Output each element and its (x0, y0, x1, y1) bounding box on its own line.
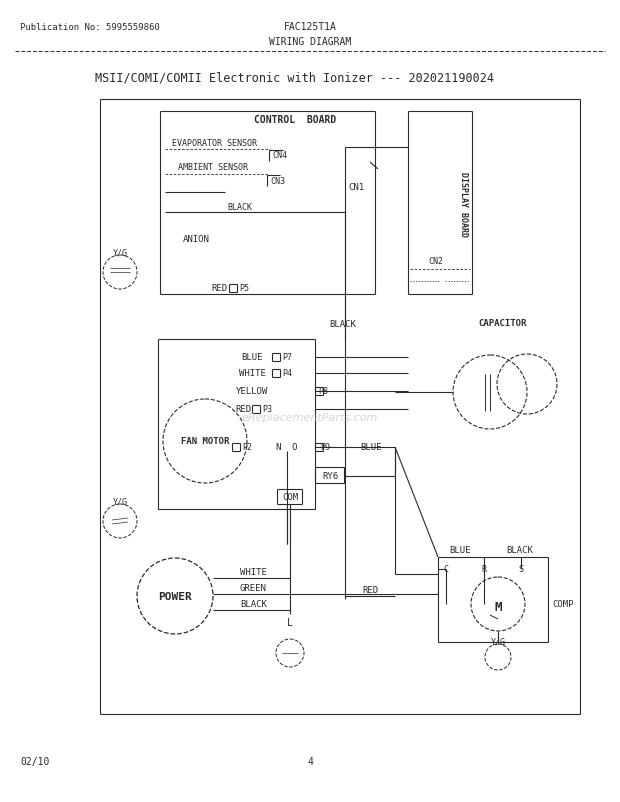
Text: P5: P5 (239, 284, 249, 294)
Text: RY6: RY6 (322, 472, 338, 481)
Text: S: S (518, 565, 523, 573)
Text: GREEN: GREEN (240, 584, 267, 593)
Text: M: M (494, 601, 502, 614)
Text: MSII/COMI/COMII Electronic with Ionizer --- 202021190024: MSII/COMI/COMII Electronic with Ionizer … (95, 71, 494, 84)
Text: POWER: POWER (158, 591, 192, 602)
Text: YELLOW: YELLOW (236, 387, 268, 396)
Text: COMP: COMP (552, 600, 574, 609)
Text: Publication No: 5995559860: Publication No: 5995559860 (20, 22, 160, 31)
Text: RED: RED (362, 585, 378, 595)
Text: COM: COM (282, 493, 298, 502)
Text: CN2: CN2 (428, 257, 443, 266)
Text: CN1: CN1 (348, 182, 364, 191)
Text: CONTROL  BOARD: CONTROL BOARD (254, 115, 336, 125)
Text: DISPLAY BOARD: DISPLAY BOARD (459, 172, 469, 237)
Text: 02/10: 02/10 (20, 756, 50, 766)
Text: P9: P9 (320, 443, 330, 452)
Text: BLACK: BLACK (330, 320, 356, 329)
Text: FAN MOTOR: FAN MOTOR (181, 437, 229, 446)
Text: 4: 4 (307, 756, 313, 766)
Text: Y/G: Y/G (490, 637, 505, 646)
Text: P4: P4 (282, 369, 292, 378)
Text: P3: P3 (262, 405, 272, 414)
Text: WHITE: WHITE (239, 369, 265, 378)
Text: eReplacementParts.com: eReplacementParts.com (242, 412, 378, 423)
Text: CN3: CN3 (270, 176, 285, 185)
Text: C: C (443, 565, 448, 573)
Text: WHITE: WHITE (240, 568, 267, 577)
Text: P7: P7 (282, 353, 292, 362)
Text: FAC125T1A: FAC125T1A (283, 22, 337, 32)
Text: CN4: CN4 (272, 152, 287, 160)
Text: BLUE: BLUE (241, 353, 263, 362)
Text: Y/G: Y/G (112, 248, 128, 257)
Text: AMBIENT SENSOR: AMBIENT SENSOR (178, 164, 248, 172)
Text: L: L (287, 618, 293, 627)
Text: BLUE: BLUE (450, 546, 471, 555)
Text: P2: P2 (242, 443, 252, 452)
Text: Y/G: Y/G (112, 497, 128, 506)
Text: EVAPORATOR SENSOR: EVAPORATOR SENSOR (172, 138, 257, 148)
Text: CAPACITOR: CAPACITOR (479, 319, 527, 328)
Text: RED: RED (212, 284, 228, 294)
Text: RED: RED (236, 405, 252, 414)
Text: WIRING DIAGRAM: WIRING DIAGRAM (269, 37, 351, 47)
Text: BLACK: BLACK (240, 600, 267, 609)
Text: N  O: N O (277, 443, 298, 452)
Text: BLUE: BLUE (360, 443, 381, 452)
Text: P8: P8 (318, 387, 328, 396)
Text: R: R (482, 565, 487, 573)
Text: ANION: ANION (183, 235, 210, 244)
Text: BLACK: BLACK (507, 546, 533, 555)
Text: BLACK: BLACK (228, 202, 252, 211)
